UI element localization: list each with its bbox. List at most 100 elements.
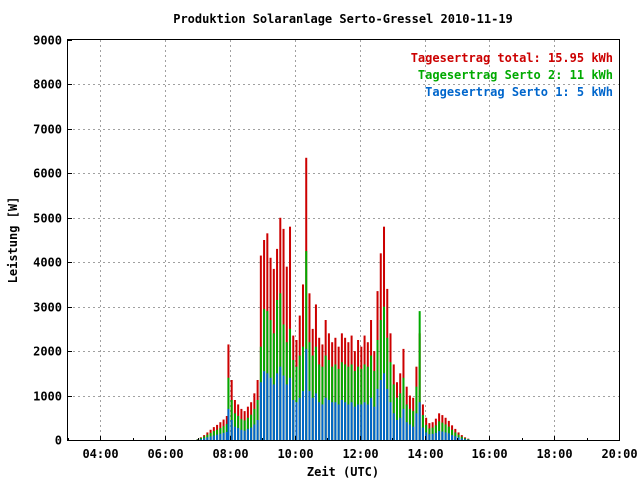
bar-serto1	[212, 435, 215, 440]
bar-serto1	[460, 438, 463, 440]
bar-serto1	[314, 393, 317, 440]
bar-serto2	[451, 429, 454, 440]
bar-serto1	[305, 348, 308, 440]
bar-serto1	[431, 433, 434, 440]
bar-serto1	[441, 431, 444, 440]
bar-serto1	[464, 439, 467, 440]
bar-serto1	[425, 432, 428, 440]
bar-serto2	[444, 424, 447, 440]
bar-serto1	[389, 402, 392, 440]
bar-serto1	[376, 388, 379, 440]
bar-serto2	[392, 384, 395, 440]
bar-serto2	[196, 439, 199, 440]
y-axis-label: Leistung [W]	[6, 197, 20, 284]
bar-serto2	[357, 366, 360, 440]
bar-serto1	[331, 402, 334, 440]
bar-serto1	[334, 402, 337, 440]
y-tick-label: 2000	[33, 345, 62, 359]
x-tick-label: 12:00	[342, 447, 378, 461]
legend-entry: Tagesertrag Serto 2: 11 kWh	[418, 68, 613, 82]
bar-serto1	[311, 397, 314, 440]
bar-serto1	[370, 397, 373, 440]
bar-serto2	[434, 425, 437, 440]
bar-serto2	[279, 293, 282, 440]
bar-serto2	[366, 366, 369, 440]
bar-serto2	[353, 371, 356, 440]
bar-serto1	[353, 406, 356, 440]
bar-serto1	[421, 427, 424, 440]
bar-serto1	[399, 417, 402, 440]
bar-serto1	[415, 413, 418, 440]
bar-serto1	[344, 402, 347, 440]
bar-serto1	[295, 402, 298, 440]
bar-serto1	[240, 429, 243, 440]
bar-serto2	[240, 419, 243, 440]
bar-serto1	[227, 408, 230, 440]
bar-serto2	[399, 393, 402, 440]
bar-serto1	[392, 413, 395, 440]
bar-serto1	[282, 375, 285, 440]
grid	[68, 40, 619, 440]
bar-serto1	[402, 408, 405, 440]
bar-serto1	[279, 366, 282, 440]
bar-serto1	[347, 404, 350, 440]
legend: Tagesertrag total: 15.95 kWh Tagesertrag …	[411, 51, 613, 99]
bar-serto1	[327, 400, 330, 440]
bar-serto1	[373, 406, 376, 440]
bar-serto1	[225, 432, 228, 440]
bar-serto1	[337, 404, 340, 440]
y-tick-label: 4000	[33, 256, 62, 270]
bar-serto1	[318, 402, 321, 440]
bar-serto1	[434, 432, 437, 440]
bar-serto1	[428, 434, 431, 440]
bar-serto1	[209, 436, 212, 440]
bar-serto1	[321, 404, 324, 440]
bar-serto1	[219, 433, 222, 440]
x-tick-label: 20:00	[601, 447, 637, 461]
bar-serto1	[447, 433, 450, 440]
bar-serto1	[360, 404, 363, 440]
bar-serto1	[253, 424, 256, 440]
bar-serto2	[199, 438, 202, 440]
bar-serto1	[324, 397, 327, 440]
x-tick-label: 16:00	[471, 447, 507, 461]
bar-serto1	[451, 435, 454, 440]
bar-serto1	[363, 402, 366, 440]
bar-serto1	[230, 420, 233, 440]
bar-serto1	[233, 426, 236, 440]
bar-serto1	[276, 373, 279, 440]
bar-serto2	[441, 422, 444, 440]
bar-serto1	[457, 437, 460, 440]
bar-serto1	[395, 420, 398, 440]
bar-serto2	[460, 436, 463, 440]
bar-serto1	[454, 436, 457, 440]
bars	[196, 157, 470, 440]
bar-serto1	[263, 371, 266, 440]
bar-serto2	[421, 415, 424, 440]
bar-serto1	[256, 420, 259, 440]
bar-serto2	[418, 311, 421, 440]
bar-serto2	[373, 371, 376, 440]
y-tick-label: 5000	[33, 212, 62, 226]
x-tick-label: 10:00	[277, 447, 313, 461]
y-tick-label: 9000	[33, 34, 62, 48]
bar-serto1	[266, 373, 269, 440]
bar-serto1	[301, 391, 304, 440]
bar-serto2	[321, 366, 324, 440]
chart-title: Produktion Solaranlage Serto-Gressel 201…	[173, 12, 513, 26]
y-tick-label: 3000	[33, 301, 62, 315]
bar-serto1	[340, 400, 343, 440]
bar-serto2	[395, 397, 398, 440]
bar-serto1	[222, 432, 225, 440]
x-tick-label: 14:00	[407, 447, 443, 461]
x-tick-label: 04:00	[82, 447, 118, 461]
bar-serto2	[412, 411, 415, 440]
y-tick-label: 0	[55, 434, 62, 448]
bar-serto1	[350, 402, 353, 440]
bar-serto2	[250, 414, 253, 440]
bar-serto1	[216, 434, 219, 440]
bar-serto1	[408, 424, 411, 440]
bar-serto1	[383, 373, 386, 440]
bar-serto2	[243, 420, 246, 440]
bar-serto2	[276, 300, 279, 440]
